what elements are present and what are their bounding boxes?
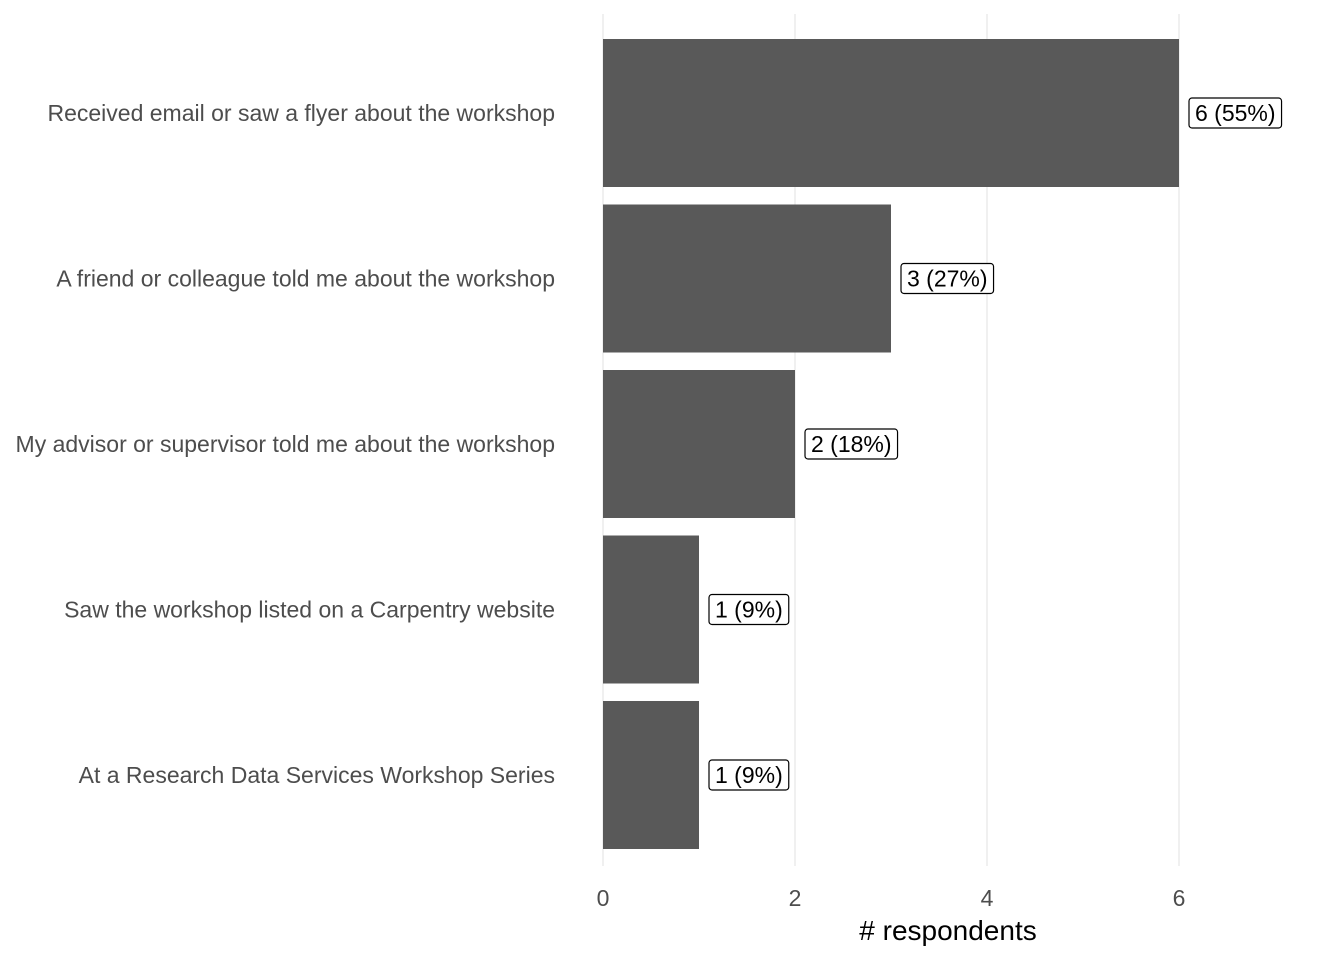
data-label-group: 3 (27%) <box>900 262 995 295</box>
x-tick-label: 0 <box>597 885 610 911</box>
data-label-box <box>804 428 899 460</box>
data-label-box <box>708 759 790 791</box>
category-label: Received email or saw a flyer about the … <box>47 100 555 126</box>
data-label-box <box>708 593 790 626</box>
bar <box>603 39 1179 187</box>
x-tick-label: 6 <box>1173 885 1186 911</box>
data-label-group: 1 (9%) <box>708 593 790 626</box>
category-label: Saw the workshop listed on a Carpentry w… <box>64 597 555 623</box>
bars <box>603 39 1179 849</box>
data-label-group: 1 (9%) <box>708 759 790 791</box>
data-label-group: 2 (18%) <box>804 428 899 460</box>
category-label: My advisor or supervisor told me about t… <box>16 431 555 457</box>
category-labels: Received email or saw a flyer about the … <box>16 100 555 788</box>
data-labels: 6 (55%) 3 (27%) 2 (18%) 1 (9%) 1 (9%) <box>708 97 1283 791</box>
data-label-box <box>1188 97 1283 129</box>
bar <box>603 535 699 684</box>
data-label: 3 (27%) <box>907 266 988 292</box>
bar <box>603 370 795 518</box>
category-label: At a Research Data Services Workshop Ser… <box>79 762 555 788</box>
data-label-box <box>900 262 995 295</box>
data-label: 1 (9%) <box>715 597 783 623</box>
data-label: 6 (55%) <box>1195 100 1276 126</box>
data-label-group: 6 (55%) <box>1188 97 1283 129</box>
bar <box>603 701 699 849</box>
x-tick-label: 2 <box>789 885 802 911</box>
data-label: 1 (9%) <box>715 762 783 788</box>
bar <box>603 204 891 353</box>
x-axis-ticks: 0 2 4 6 <box>597 885 1186 911</box>
category-label: A friend or colleague told me about the … <box>56 266 555 292</box>
data-label: 2 (18%) <box>811 431 892 457</box>
x-tick-label: 4 <box>981 885 994 911</box>
x-axis-title: # respondents <box>859 915 1036 946</box>
